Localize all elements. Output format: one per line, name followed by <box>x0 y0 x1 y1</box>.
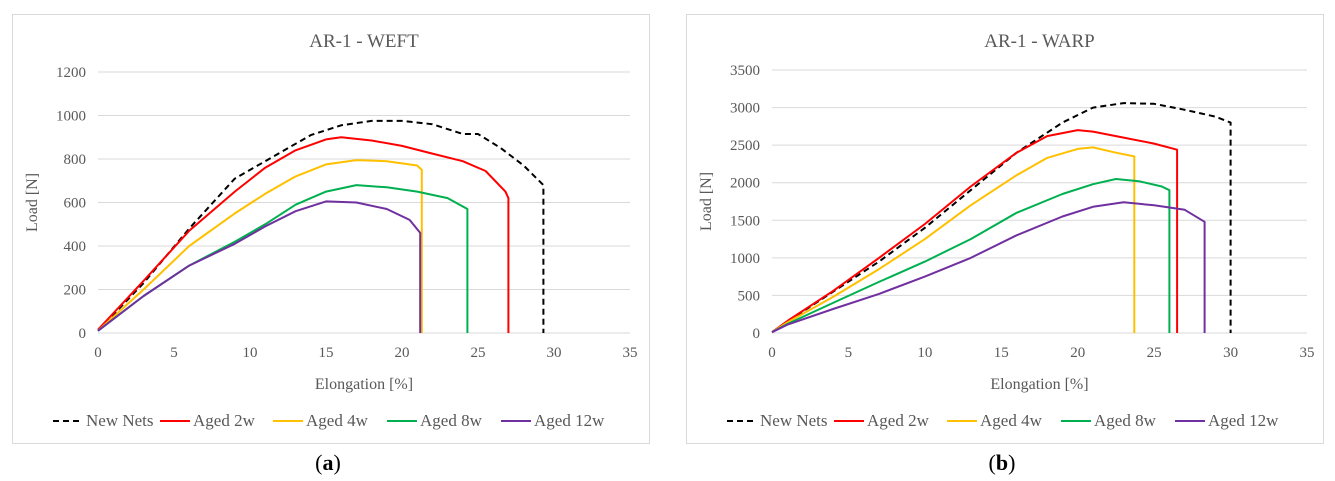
chart-b-ytick-label-3000: 3000 <box>730 101 760 117</box>
chart-a-ytick-label-0: 0 <box>79 326 87 342</box>
chart-b-legend: New Nets Aged 2w Aged 4w Aged 8w Aged 12w <box>727 411 1279 430</box>
chart-a-series-new-nets-line <box>97 119 545 333</box>
chart-a-xtick-label-5: 5 <box>170 345 178 361</box>
chart-b-xtick-label-10: 10 <box>917 345 932 361</box>
chart-a-ytick-label-1000: 1000 <box>56 109 86 125</box>
chart-a-series-aged-4w-line <box>97 159 423 333</box>
chart-a-legend-label-aged-4w: Aged 4w <box>306 411 369 430</box>
chart-a-series-aged-12w-line <box>97 200 422 333</box>
chart-b-legend-label-aged-8w: Aged 8w <box>1094 411 1157 430</box>
chart-a-title: AR-1 - WEFT <box>309 31 419 52</box>
chart-b-ytick-label-1500: 1500 <box>730 213 760 229</box>
chart-a-xtick-label-35: 35 <box>623 345 638 361</box>
chart-a-xtick-label-20: 20 <box>395 345 410 361</box>
caption-b-close: ) <box>1008 450 1016 475</box>
chart-b-xtick-label-20: 20 <box>1070 345 1085 361</box>
chart-a-ytick-label-1200: 1200 <box>56 65 86 81</box>
chart-b-ytick-label-2500: 2500 <box>730 138 760 154</box>
chart-svg-a: AR-1 - WEFT 0 200 400 600 800 1000 1200 0 5 10 15 20… <box>24 31 638 430</box>
chart-b-ytick-label-3500: 3500 <box>730 63 760 79</box>
chart-b-legend-label-aged-2w: Aged 2w <box>867 411 930 430</box>
chart-b-title: AR-1 - WARP <box>984 31 1095 52</box>
chart-a-x-axis-title: Elongation [%] <box>315 376 413 393</box>
chart-b-series-aged-4w-line <box>771 146 1136 334</box>
chart-a-xtick-label-25: 25 <box>471 345 486 361</box>
chart-b-x-axis-title: Elongation [%] <box>990 376 1088 393</box>
caption-b: (b) <box>972 450 1032 476</box>
chart-b-ytick-label-500: 500 <box>738 288 761 304</box>
chart-b-ytick-label-0: 0 <box>753 326 761 342</box>
caption-a-open: ( <box>315 450 323 475</box>
chart-b-ytick-label-1000: 1000 <box>730 251 760 267</box>
chart-a-xtick-label-15: 15 <box>319 345 334 361</box>
caption-a-letter: a <box>322 450 334 475</box>
chart-b-xtick-label-35: 35 <box>1300 345 1315 361</box>
caption-a-close: ) <box>333 450 341 475</box>
caption-a: (a) <box>298 450 358 476</box>
chart-b-legend-label-new-nets: New Nets <box>760 411 828 430</box>
chart-a-legend-label-aged-12w: Aged 12w <box>534 411 605 430</box>
chart-b-ytick-label-2000: 2000 <box>730 176 760 192</box>
chart-a-legend-label-aged-2w: Aged 2w <box>193 411 256 430</box>
chart-a-legend-label-new-nets: New Nets <box>86 411 154 430</box>
chart-a-series-aged-2w-line <box>97 136 510 333</box>
chart-b-y-axis-title: Load [N] <box>698 172 715 231</box>
chart-svg-b: AR-1 - WARP 0 500 1000 1500 2000 2500 3000 3500 0… <box>698 31 1315 430</box>
chart-b-xtick-label-5: 5 <box>845 345 853 361</box>
chart-a-y-axis-title: Load [N] <box>24 173 41 232</box>
chart-b-xtick-label-15: 15 <box>994 345 1009 361</box>
chart-a-legend: New Nets Aged 2w Aged 4w Aged 8w Aged 12w <box>53 411 605 430</box>
chart-b-series-aged-2w-line <box>771 129 1179 334</box>
caption-b-letter: b <box>995 450 1009 475</box>
chart-b-series-new-nets-line <box>771 102 1232 334</box>
chart-b-series-aged-12w-line <box>771 201 1206 334</box>
chart-b-series-aged-8w-line <box>771 178 1171 334</box>
chart-panel-b: AR-1 - WARP 0 500 1000 1500 2000 2500 3000 3500 0… <box>686 14 1324 444</box>
chart-a-ytick-label-200: 200 <box>64 283 87 299</box>
chart-b-legend-label-aged-4w: Aged 4w <box>980 411 1043 430</box>
chart-a-xtick-label-30: 30 <box>547 345 562 361</box>
chart-a-xtick-label-10: 10 <box>243 345 258 361</box>
chart-a-legend-label-aged-8w: Aged 8w <box>420 411 483 430</box>
chart-b-xtick-label-0: 0 <box>768 345 776 361</box>
chart-a-ytick-label-800: 800 <box>64 152 87 168</box>
chart-a-xtick-label-0: 0 <box>94 345 102 361</box>
chart-panel-a: AR-1 - WEFT 0 200 400 600 800 1000 1200 0 5 10 15 20… <box>12 14 650 444</box>
chart-b-xtick-label-25: 25 <box>1147 345 1162 361</box>
caption-b-open: ( <box>988 450 996 475</box>
chart-b-xtick-label-30: 30 <box>1223 345 1238 361</box>
chart-a-series-aged-8w-line <box>97 184 469 333</box>
chart-b-legend-label-aged-12w: Aged 12w <box>1208 411 1279 430</box>
chart-a-ytick-label-400: 400 <box>64 239 87 255</box>
chart-a-ytick-label-600: 600 <box>64 196 87 212</box>
